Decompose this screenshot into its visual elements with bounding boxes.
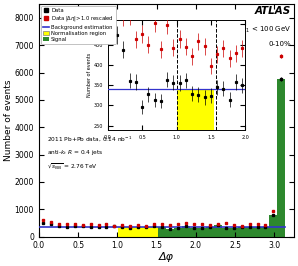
Bar	[269, 215, 277, 236]
Bar	[230, 228, 238, 236]
Bar	[198, 228, 206, 236]
Text: $\sqrt{s_{NN}}$ = 2.76 TeV: $\sqrt{s_{NN}}$ = 2.76 TeV	[46, 162, 97, 172]
Text: 2011 Pb+Pb data, 0.14 nb$^{-1}$: 2011 Pb+Pb data, 0.14 nb$^{-1}$	[46, 134, 132, 143]
Bar	[214, 225, 222, 236]
Y-axis label: Number of events: Number of events	[4, 80, 13, 161]
Bar	[126, 227, 134, 236]
Bar	[166, 229, 174, 236]
Bar	[182, 226, 190, 236]
Text: 89 < $p_{T1}$ < 100 GeV: 89 < $p_{T1}$ < 100 GeV	[219, 25, 291, 35]
Text: 0-10%: 0-10%	[269, 41, 291, 47]
Bar	[261, 227, 269, 236]
Bar	[206, 227, 214, 236]
Legend: Data, Data $|\Delta\eta|$>1.0 rescaled, Background estimation, Normalisation reg: Data, Data $|\Delta\eta|$>1.0 rescaled, …	[41, 6, 116, 44]
Bar	[150, 227, 158, 236]
Bar	[246, 227, 254, 236]
Bar	[277, 79, 285, 236]
Text: ATLAS: ATLAS	[255, 6, 291, 16]
Text: anti-$k_t$ $R$ = 0.4 jets: anti-$k_t$ $R$ = 0.4 jets	[46, 148, 103, 157]
Bar	[174, 227, 182, 236]
Bar	[142, 227, 150, 236]
Bar	[254, 227, 261, 236]
X-axis label: Δφ: Δφ	[159, 252, 174, 262]
Bar	[118, 227, 126, 236]
Bar	[190, 228, 198, 236]
Bar	[222, 228, 230, 236]
Bar	[134, 227, 142, 236]
Bar	[158, 227, 166, 236]
Bar	[238, 227, 246, 236]
